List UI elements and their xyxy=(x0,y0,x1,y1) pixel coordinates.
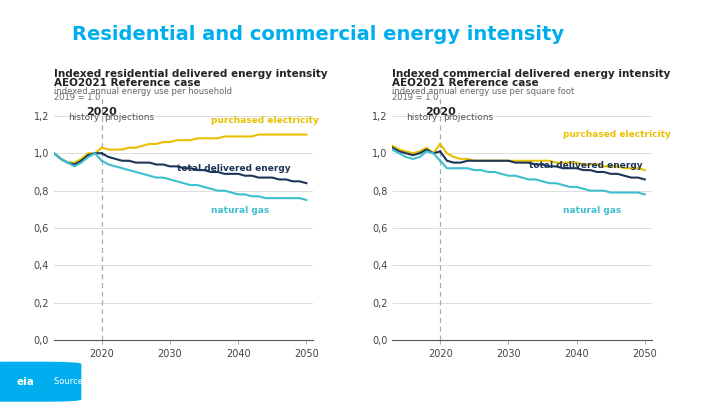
Text: AEO2021 Reference case: AEO2021 Reference case xyxy=(392,78,539,88)
Text: 2019 = 1.0: 2019 = 1.0 xyxy=(54,93,100,102)
Text: www.eia.gov/aeo: www.eia.gov/aeo xyxy=(605,377,677,386)
Text: purchased electricity: purchased electricity xyxy=(563,130,671,139)
Text: 8: 8 xyxy=(698,377,706,387)
Text: 2020: 2020 xyxy=(425,107,456,117)
Text: Annual Energy Outlook 2021: Annual Energy Outlook 2021 xyxy=(274,377,394,386)
FancyBboxPatch shape xyxy=(0,362,81,402)
Text: natural gas: natural gas xyxy=(211,206,269,215)
Text: total delivered energy: total delivered energy xyxy=(528,161,642,170)
Text: Indexed commercial delivered energy intensity: Indexed commercial delivered energy inte… xyxy=(392,69,671,79)
Text: eia: eia xyxy=(17,377,34,387)
Text: Source: U.S. Energy Information Administration,: Source: U.S. Energy Information Administ… xyxy=(54,377,258,386)
Text: AEO2021 Reference case: AEO2021 Reference case xyxy=(54,78,201,88)
Text: 2019 = 1.0: 2019 = 1.0 xyxy=(392,93,438,102)
Text: history: history xyxy=(68,113,99,122)
Text: purchased electricity: purchased electricity xyxy=(211,116,319,125)
Text: indexed annual energy use per square foot: indexed annual energy use per square foo… xyxy=(392,87,575,96)
Text: projections: projections xyxy=(104,113,155,122)
Text: history: history xyxy=(406,113,438,122)
Text: total delivered energy: total delivered energy xyxy=(177,164,290,173)
Text: Indexed residential delivered energy intensity: Indexed residential delivered energy int… xyxy=(54,69,328,79)
Text: natural gas: natural gas xyxy=(563,206,621,215)
Text: Residential and commercial energy intensity: Residential and commercial energy intens… xyxy=(72,25,564,44)
Text: (AEO2021): (AEO2021) xyxy=(387,377,435,386)
Text: indexed annual energy use per household: indexed annual energy use per household xyxy=(54,87,232,96)
Text: 2020: 2020 xyxy=(86,107,117,117)
Text: projections: projections xyxy=(443,113,493,122)
